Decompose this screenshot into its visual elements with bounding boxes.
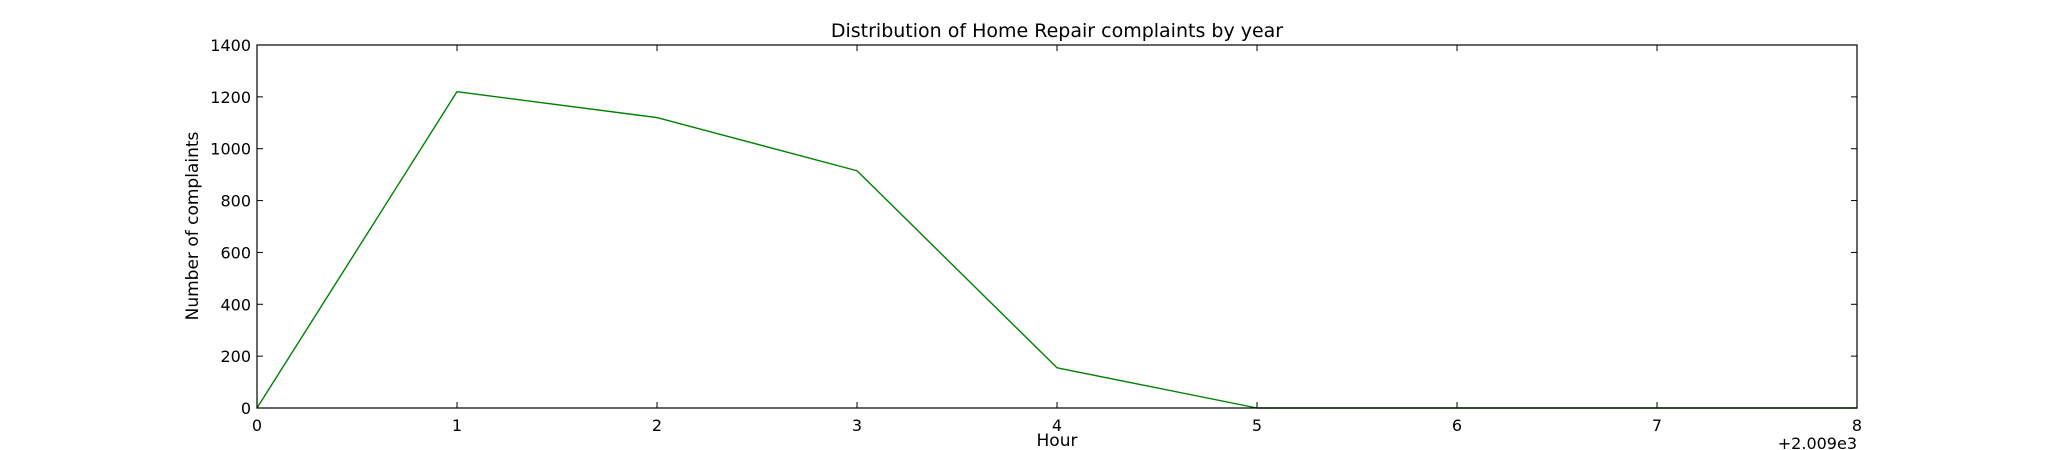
x-tick-label: 5	[1252, 416, 1262, 435]
x-tick-label: 0	[252, 416, 262, 435]
x-axis-label: Hour	[1037, 431, 1078, 450]
plot-frame	[256, 44, 1858, 409]
x-tick-label: 4	[1052, 416, 1062, 435]
x-tick-label: 8	[1852, 416, 1862, 435]
y-tick-label: 1200	[210, 88, 251, 107]
y-axis-ticks: 0 200 400 600 800 1000 1200 1400	[210, 36, 1857, 418]
y-tick-label: 200	[220, 347, 251, 366]
x-tick-label: 1	[452, 416, 462, 435]
series-line	[256, 90, 1857, 409]
y-axis-label: Number of complaints	[183, 131, 203, 320]
x-tick-label: 3	[852, 416, 862, 435]
x-axis-offset-label: +2.009e3	[1778, 434, 1857, 450]
y-tick-label: 400	[220, 295, 251, 314]
x-axis-ticks: 0 1 2 3 4 5 6 7 8	[252, 45, 1862, 435]
y-tick-label: 1400	[210, 36, 251, 55]
x-tick-label: 2	[652, 416, 662, 435]
plot-area	[256, 90, 1858, 409]
x-tick-label: 6	[1452, 416, 1462, 435]
y-tick-label: 0	[241, 399, 251, 418]
x-tick-label: 7	[1652, 416, 1662, 435]
y-tick-label: 1000	[210, 140, 251, 159]
y-tick-label: 800	[220, 192, 251, 211]
y-tick-label: 600	[220, 243, 251, 262]
chart-title: Distribution of Home Repair complaints b…	[831, 20, 1283, 42]
